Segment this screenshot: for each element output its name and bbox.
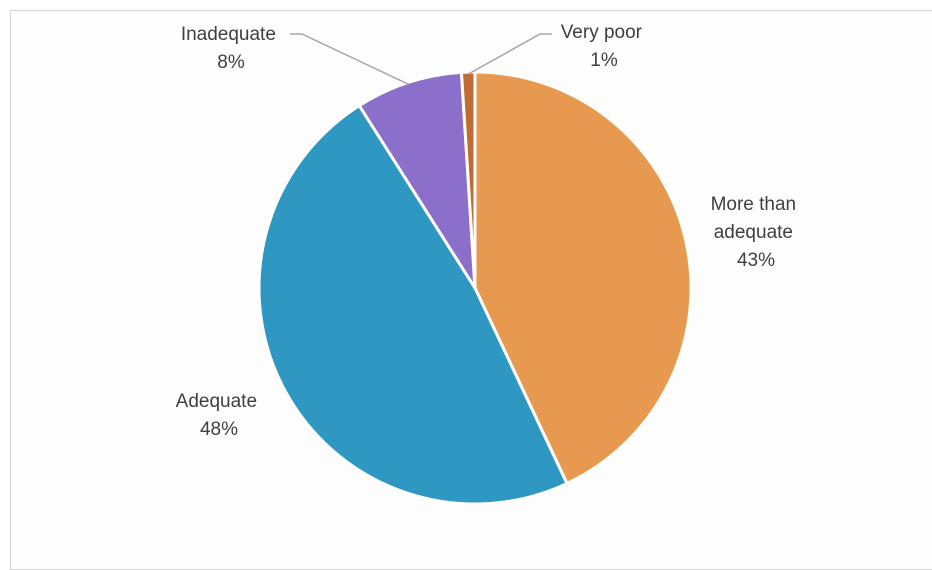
leader-lines — [290, 33, 552, 86]
pie-slices — [257, 70, 693, 506]
slice-label-more-than-adequate: More than adequate 43% — [711, 194, 802, 271]
pie-slice-more-than-adequate — [473, 70, 693, 485]
slice-label-more-than-adequate-line1: More than — [711, 194, 797, 215]
slice-pct-adequate: 48% — [200, 419, 238, 440]
slice-labels: More than adequate 43% Adequate 48% Inad… — [176, 22, 802, 440]
slice-label-more-than-adequate-line2: adequate — [714, 222, 793, 243]
pie-slice-inadequate — [357, 70, 477, 290]
slice-label-inadequate: Inadequate 8% — [181, 24, 281, 73]
leader-line-very-poor — [467, 33, 552, 75]
slice-label-inadequate-line1: Inadequate — [181, 24, 276, 45]
slice-label-very-poor-line1: Very poor — [561, 22, 643, 43]
slice-pct-very-poor: 1% — [590, 50, 618, 71]
slice-label-adequate-line1: Adequate — [176, 391, 257, 412]
slice-pct-inadequate: 8% — [217, 52, 245, 73]
slice-label-adequate: Adequate 48% — [176, 391, 263, 440]
leader-line-inadequate — [290, 33, 410, 86]
pie-slice-adequate — [257, 104, 569, 506]
slice-pct-more-than-adequate: 43% — [737, 250, 775, 271]
slice-label-very-poor: Very poor 1% — [561, 22, 648, 71]
pie-slice-very-poor — [459, 70, 477, 290]
